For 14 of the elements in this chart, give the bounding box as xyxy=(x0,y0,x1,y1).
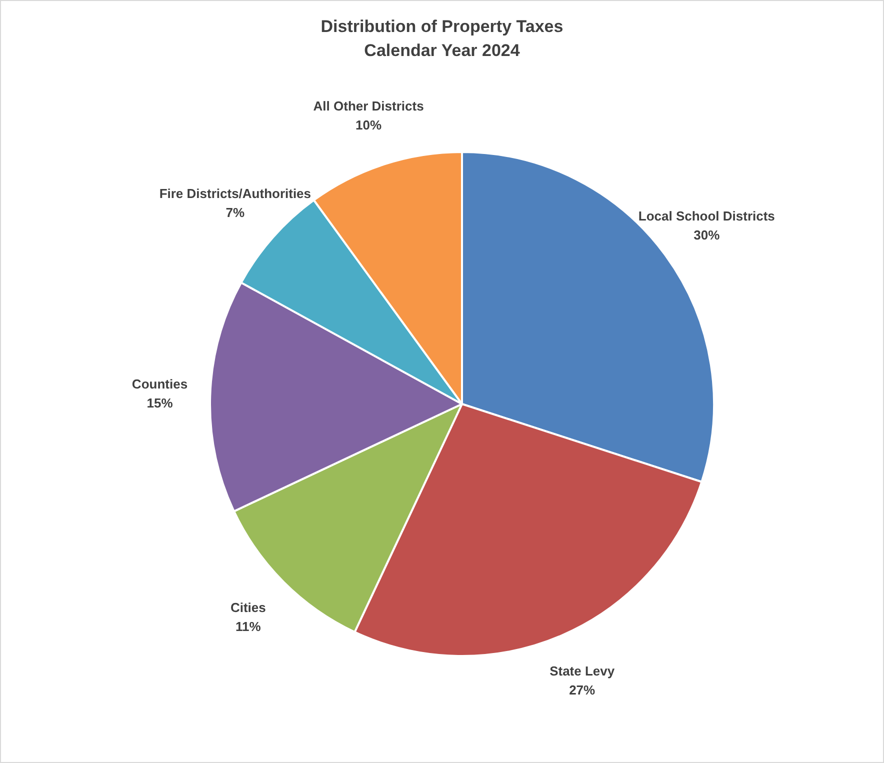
data-label: 30% xyxy=(694,227,720,242)
data-label: 7% xyxy=(226,205,245,220)
data-label: 10% xyxy=(356,117,382,132)
slice-label: Fire Districts/Authorities xyxy=(159,186,312,202)
data-label: 11% xyxy=(236,618,262,634)
slice-label: All Other Districts xyxy=(313,98,424,114)
slice-label: Counties xyxy=(132,376,188,392)
data-label: 27% xyxy=(569,682,596,698)
slice-label: Local School Districts xyxy=(638,208,775,224)
chart-title: Distribution of Property Taxes xyxy=(320,16,564,38)
data-label: 15% xyxy=(146,396,174,411)
chart-subtitle: Calendar Year 2024 xyxy=(363,40,521,62)
slice-label: Cities xyxy=(230,600,266,615)
slice-label: State Levy xyxy=(550,664,616,679)
